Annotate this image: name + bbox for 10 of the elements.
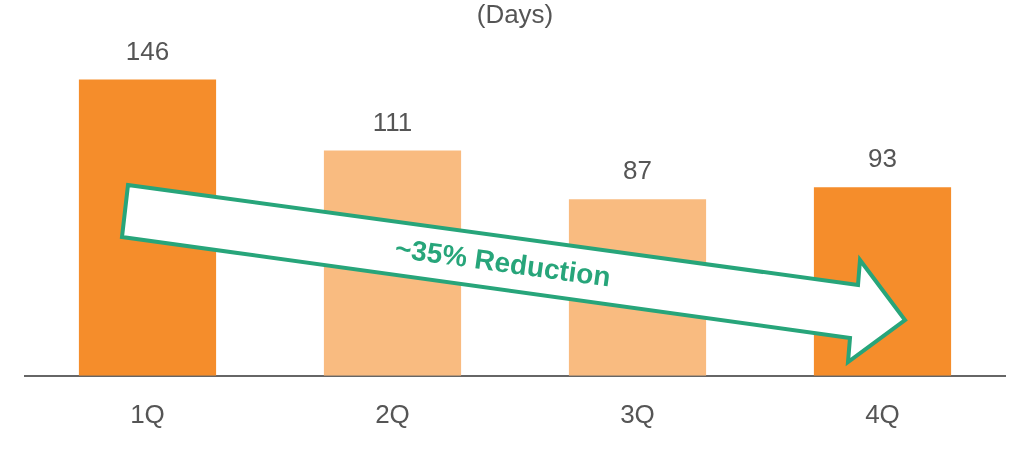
data-label: 111 <box>372 106 413 137</box>
x-tick-label: 1Q <box>130 398 165 429</box>
data-label: 146 <box>125 35 170 66</box>
x-tick-label: 2Q <box>375 398 410 429</box>
chart-title: (Days) <box>476 0 554 29</box>
data-label: 93 <box>868 143 897 174</box>
data-label: 87 <box>623 155 652 186</box>
annotation: ~35% Reduction <box>393 232 613 293</box>
x-tick-label: 4Q <box>865 398 900 429</box>
x-tick-label: 3Q <box>620 398 655 429</box>
